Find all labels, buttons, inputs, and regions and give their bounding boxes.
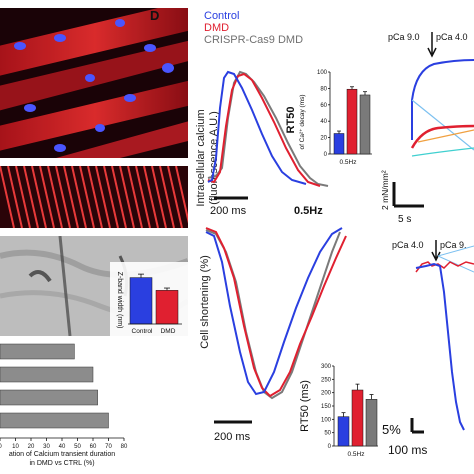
zband-bar-chart: Z-band width (nm) Control DMD xyxy=(110,262,188,336)
sarc-pca-4: pCa 4.0 xyxy=(392,240,424,250)
rt50s-xlabel: 0.5Hz xyxy=(348,451,365,458)
zband-xtick-control: Control xyxy=(132,328,154,335)
sarc-scalebar-x-label: 100 ms xyxy=(388,443,427,457)
legend: Control DMD CRISPR-Cas9 DMD xyxy=(204,10,303,46)
force-trace-blue xyxy=(411,59,474,140)
shortening-ylabel: Cell shortening (%) xyxy=(199,255,211,349)
force-arrow-icon xyxy=(427,32,437,58)
rt50ca-ylabel: of Ca²⁺ decay (ms) xyxy=(299,94,306,149)
trace-dmd-calcium xyxy=(207,72,321,187)
force-trace-orange xyxy=(417,129,474,143)
trace-control-shortening xyxy=(205,227,343,396)
rt50s-title: RT50 (ms) xyxy=(299,380,311,432)
y-tick-label: 100 xyxy=(321,417,332,423)
bar-2 xyxy=(365,399,378,447)
trace-control-calcium xyxy=(207,70,307,185)
y-tick-label: 100 xyxy=(317,70,328,76)
force-scalebar-y-label: 2 mN/mm² xyxy=(380,170,390,210)
cell-shortening-traces: Cell shortening (%) 200 ms xyxy=(199,227,347,443)
rt50-shortening-bar-chart: 0 50 100 150 200 250 300 RT50 (ms) 0.5Hz xyxy=(299,364,378,458)
hbar-tick-label: 20 xyxy=(28,444,35,450)
sarc-scalebar-y-label: 5% xyxy=(382,422,401,437)
hbar-tick-label: 0 xyxy=(0,444,2,450)
shortening-scalebar-label: 200 ms xyxy=(214,431,251,443)
bar-0 xyxy=(333,133,345,155)
force-trace-cyan xyxy=(411,147,474,157)
legend-control: Control xyxy=(204,10,240,22)
force-traces: pCa 9.0 pCa 4.0 2 mN/mm² 5 s xyxy=(380,32,474,225)
calcium-scalebar-label: 200 ms xyxy=(210,205,247,217)
sarcomere-length-traces: pCa 4.0 pCa 9. 5% 100 ms xyxy=(382,240,474,457)
panel-letter: D xyxy=(150,8,160,23)
hbar-tick-label: 10 xyxy=(12,444,19,450)
zband-ylabel: Z-band width (nm) xyxy=(116,272,123,329)
bar-2 xyxy=(359,94,371,155)
cardiomyocyte-image xyxy=(0,8,188,158)
hbar-xlabel-line1: ation of Calcium transient duration xyxy=(9,451,115,458)
force-trace-red xyxy=(410,124,474,149)
hbar-1 xyxy=(0,366,94,383)
calcium-duration-hbar-chart: 0 10 20 30 40 50 60 70 80 ation of Calcium trans… xyxy=(0,343,128,467)
y-tick-label: 300 xyxy=(321,364,332,370)
hbar-tick-label: 60 xyxy=(90,444,97,450)
y-tick-label: 0 xyxy=(328,444,332,450)
y-tick-label: 200 xyxy=(321,391,332,397)
force-pca-4: pCa 4.0 xyxy=(436,32,468,42)
hbar-0 xyxy=(0,343,75,360)
legend-dmd: DMD xyxy=(204,22,230,34)
calcium-ylabel-line1: Intracellular calcium xyxy=(196,109,207,206)
y-tick-label: 0 xyxy=(324,152,328,158)
hbar-tick-label: 30 xyxy=(43,444,50,450)
sarc-trace-lightblue xyxy=(437,245,474,273)
calcium-transient-traces: Intracellular calcium (fluorescence A.U.… xyxy=(196,70,329,217)
y-tick-label: 20 xyxy=(320,136,327,142)
hbar-xlabel-line2: in DMD vs CTRL (%) xyxy=(29,460,94,467)
y-tick-label: 40 xyxy=(320,119,327,125)
sarc-trace-blue xyxy=(415,262,465,431)
hbar-2 xyxy=(0,389,98,406)
sarc-pca-9: pCa 9. xyxy=(440,240,467,250)
hbar-tick-label: 50 xyxy=(74,444,81,450)
y-tick-label: 150 xyxy=(321,404,332,410)
hbar-3 xyxy=(0,412,109,429)
rt50ca-xlabel: 0.5Hz xyxy=(340,159,357,166)
rt50ca-title: RT50 xyxy=(285,107,297,134)
fluorescence-micrograph xyxy=(0,8,188,158)
frequency-label: 0.5Hz xyxy=(294,205,323,217)
rt50-calcium-bar-chart: 0 20 40 60 80 100 RT50 of Ca²⁺ decay (ms) 0.5… xyxy=(285,70,372,166)
hbar-tick-label: 80 xyxy=(121,444,128,450)
sarc-arrow-icon xyxy=(431,240,441,262)
hbar-tick-label: 40 xyxy=(59,444,66,450)
hbar-tick-label: 70 xyxy=(105,444,112,450)
sarcomere-striation-image xyxy=(0,166,188,228)
y-tick-label: 60 xyxy=(320,103,327,109)
y-tick-label: 250 xyxy=(321,377,332,383)
force-pca-9: pCa 9.0 xyxy=(388,32,420,42)
y-tick-label: 50 xyxy=(324,431,331,437)
force-trace-lightblue xyxy=(411,99,474,151)
bar-1 xyxy=(351,389,364,447)
y-tick-label: 80 xyxy=(320,86,327,92)
zband-bar-1 xyxy=(155,290,179,325)
bar-0 xyxy=(337,416,350,447)
zband-bar-0 xyxy=(129,277,153,325)
trace-dmd-shortening xyxy=(205,227,347,398)
zband-xtick-dmd: DMD xyxy=(161,328,176,335)
bar-1 xyxy=(346,88,358,155)
force-scalebar-x-label: 5 s xyxy=(398,214,411,225)
legend-crispr: CRISPR-Cas9 DMD xyxy=(204,34,304,46)
